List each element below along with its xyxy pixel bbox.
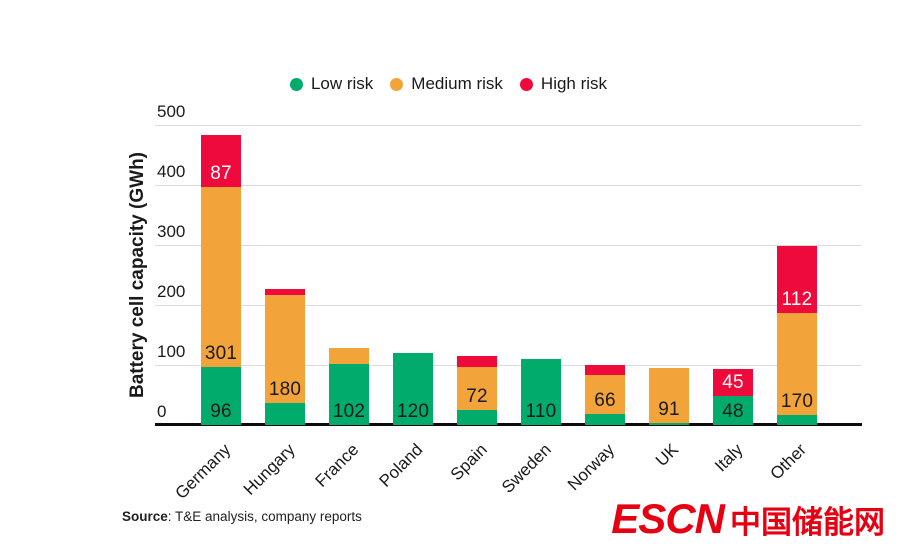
- high-risk-dot-icon: [519, 77, 533, 91]
- legend-item-medium-risk: Medium risk: [390, 74, 503, 94]
- value-label-medium-hungary: 180: [268, 379, 302, 401]
- segment-high-other: 112: [777, 246, 817, 314]
- x-axis-label-france: France: [311, 440, 363, 491]
- x-axis-label-other: Other: [766, 440, 811, 484]
- bar-other: 170 112: [777, 246, 817, 425]
- value-label-medium-other: 170: [780, 391, 814, 413]
- value-label-low-italy: 48: [722, 401, 744, 422]
- low-risk-dot-icon: [289, 77, 303, 91]
- x-axis-label-poland: Poland: [375, 440, 427, 491]
- x-axis-label-uk: UK: [652, 440, 683, 471]
- x-axis-line: [155, 423, 862, 426]
- segment-medium-other: 170: [777, 313, 817, 416]
- segment-high-italy: 45: [713, 369, 753, 397]
- segment-low-uk: [649, 422, 689, 425]
- segment-high-norway: [585, 365, 625, 375]
- gridline-400: [155, 185, 862, 186]
- segment-high-spain: [457, 356, 497, 367]
- y-tick-label-500: 500: [157, 102, 186, 121]
- y-tick-label-100: 100: [157, 342, 186, 361]
- value-label-medium-spain: 72: [466, 386, 488, 407]
- value-label-high-italy: 45: [722, 372, 744, 394]
- y-tick-label-0: 0: [157, 402, 167, 421]
- segment-low-norway: [585, 414, 625, 425]
- x-axis-label-hungary: Hungary: [239, 440, 299, 499]
- chart-legend: Low risk Medium risk High risk: [0, 74, 897, 94]
- bar-spain: 72: [457, 356, 497, 425]
- bar-norway: 66: [585, 365, 625, 425]
- segment-medium-hungary: 180: [265, 295, 305, 404]
- segment-medium-uk: 91: [649, 368, 689, 423]
- bar-poland: 120: [393, 353, 433, 425]
- value-label-low-poland: 120: [396, 401, 430, 422]
- bar-hungary: 180: [265, 289, 305, 425]
- legend-label-medium-risk: Medium risk: [411, 74, 503, 93]
- value-label-low-germany: 96: [210, 401, 232, 422]
- y-tick-label-300: 300: [157, 222, 186, 241]
- segment-low-poland: 120: [393, 353, 433, 425]
- value-label-low-sweden: 110: [525, 401, 557, 422]
- medium-risk-dot-icon: [390, 77, 404, 91]
- bar-france: 102: [329, 348, 369, 425]
- segment-low-france: 102: [329, 363, 369, 425]
- source-text: : T&E analysis, company reports: [167, 509, 362, 524]
- value-label-high-other: 112: [781, 289, 813, 311]
- bar-germany: 96 301 87: [201, 134, 241, 425]
- segment-low-other: [777, 415, 817, 425]
- value-label-medium-uk: 91: [658, 398, 680, 420]
- value-label-medium-norway: 66: [594, 390, 616, 412]
- x-axis-label-germany: Germany: [171, 440, 235, 503]
- legend-label-high-risk: High risk: [540, 74, 608, 93]
- value-label-low-france: 102: [332, 401, 366, 422]
- legend-item-low-risk: Low risk: [289, 74, 374, 94]
- source-note: Source: T&E analysis, company reports: [122, 509, 362, 524]
- legend-label-low-risk: Low risk: [310, 74, 374, 93]
- plot-area: 0 100 200 300 400 500 96 301 87 Germany 180 Hungary…: [155, 102, 862, 503]
- value-label-high-germany: 87: [210, 162, 232, 184]
- segment-low-germany: 96: [201, 367, 241, 425]
- x-axis-label-italy: Italy: [710, 440, 747, 476]
- gridline-100: [155, 365, 862, 366]
- value-label-medium-germany: 301: [204, 343, 238, 365]
- y-axis-title: Battery cell capacity (GWh): [127, 151, 148, 399]
- escn-logo: ESCN 中国储能网: [611, 498, 885, 540]
- bar-sweden: 110: [521, 359, 561, 425]
- segment-low-sweden: 110: [521, 359, 561, 425]
- y-tick-label-400: 400: [157, 162, 186, 181]
- escn-logo-chinese: 中国储能网: [730, 505, 885, 540]
- segment-medium-norway: 66: [585, 374, 625, 415]
- segment-medium-spain: 72: [457, 366, 497, 410]
- segment-low-spain: [457, 410, 497, 425]
- segment-medium-germany: 301: [201, 186, 241, 368]
- segment-low-italy: 48: [713, 396, 753, 425]
- x-axis-label-spain: Spain: [446, 440, 491, 485]
- gridline-300: [155, 245, 862, 246]
- gridline-200: [155, 305, 862, 306]
- segment-high-hungary: [265, 289, 305, 296]
- bar-uk: 91: [649, 368, 689, 425]
- segment-medium-france: [329, 348, 369, 364]
- y-tick-label-200: 200: [157, 282, 186, 301]
- x-axis-label-norway: Norway: [564, 440, 619, 495]
- segment-high-germany: 87: [201, 134, 241, 187]
- escn-logo-latin: ESCN: [611, 495, 725, 542]
- gridline-500: [155, 125, 862, 126]
- segment-low-hungary: [265, 403, 305, 425]
- x-axis-label-sweden: Sweden: [497, 440, 555, 497]
- legend-item-high-risk: High risk: [519, 74, 608, 94]
- source-prefix: Source: [122, 509, 168, 524]
- bar-italy: 48 45: [713, 369, 753, 425]
